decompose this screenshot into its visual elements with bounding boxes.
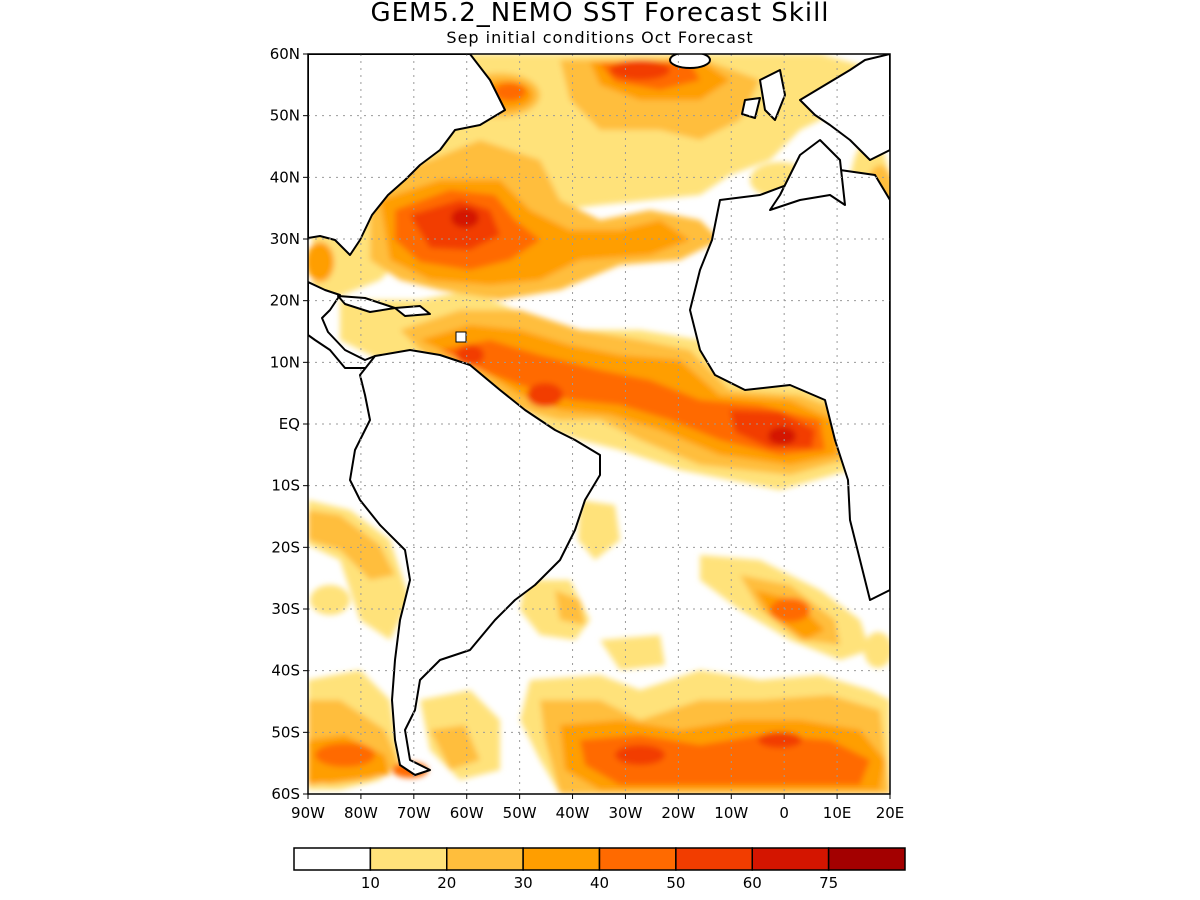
latitude-label: 40S (271, 662, 300, 680)
latitude-labels: 60N 50N 40N 30N 20N 10N EQ 10S 20S 30S 40S 50S 60S (270, 45, 308, 803)
colorbar-swatch (598, 847, 677, 871)
colorbar-swatch (675, 847, 753, 871)
colorbar-swatch (751, 847, 830, 871)
gridlines (308, 54, 890, 794)
colorbar-swatch (827, 847, 906, 871)
island-marker (455, 331, 467, 343)
latitude-label: 50N (270, 107, 300, 125)
colorbar-swatch (522, 847, 601, 871)
chart-subtitle: Sep initial conditions Oct Forecast (446, 28, 754, 47)
colorbar-legend: 10 20 30 40 50 60 75 (293, 847, 906, 892)
colorbar-label: 20 (437, 874, 456, 892)
colorbar-label: 30 (514, 874, 533, 892)
longitude-label: 10W (714, 804, 748, 822)
latitude-label: 60N (270, 45, 300, 63)
longitude-label: 90W (291, 804, 325, 822)
colorbar-label: 50 (666, 874, 685, 892)
colorbar-label: 10 (361, 874, 380, 892)
colorbar-label: 60 (743, 874, 762, 892)
longitude-label: 0 (779, 804, 789, 822)
latitude-label: 10N (270, 353, 300, 371)
latitude-label: EQ (279, 415, 300, 433)
colorbar-swatch (446, 847, 524, 871)
longitude-label: 20E (876, 804, 905, 822)
latitude-label: 20N (270, 292, 300, 310)
colorbar-swatch (369, 847, 448, 871)
colorbar-label: 40 (590, 874, 609, 892)
longitude-label: 20W (661, 804, 695, 822)
longitude-label: 60W (450, 804, 484, 822)
chart-title: GEM5.2_NEMO SST Forecast Skill (370, 0, 830, 28)
longitude-label: 70W (397, 804, 431, 822)
latitude-label: 30S (271, 600, 300, 618)
longitude-labels: 90W 80W 70W 60W 50W 40W 30W 20W 10W 0 10E 20E (291, 794, 904, 822)
latitude-label: 40N (270, 168, 300, 186)
latitude-label: 10S (271, 477, 300, 495)
longitude-label: 10E (823, 804, 852, 822)
latitude-label: 50S (271, 723, 300, 741)
longitude-label: 40W (556, 804, 590, 822)
latitude-label: 60S (271, 785, 300, 803)
latitude-label: 30N (270, 230, 300, 248)
longitude-label: 50W (503, 804, 537, 822)
longitude-label: 80W (344, 804, 378, 822)
latitude-label: 20S (271, 538, 300, 556)
longitude-label: 30W (608, 804, 642, 822)
coastlines (308, 54, 890, 776)
colorbar-label: 75 (819, 874, 838, 892)
colorbar-swatch (293, 847, 372, 871)
